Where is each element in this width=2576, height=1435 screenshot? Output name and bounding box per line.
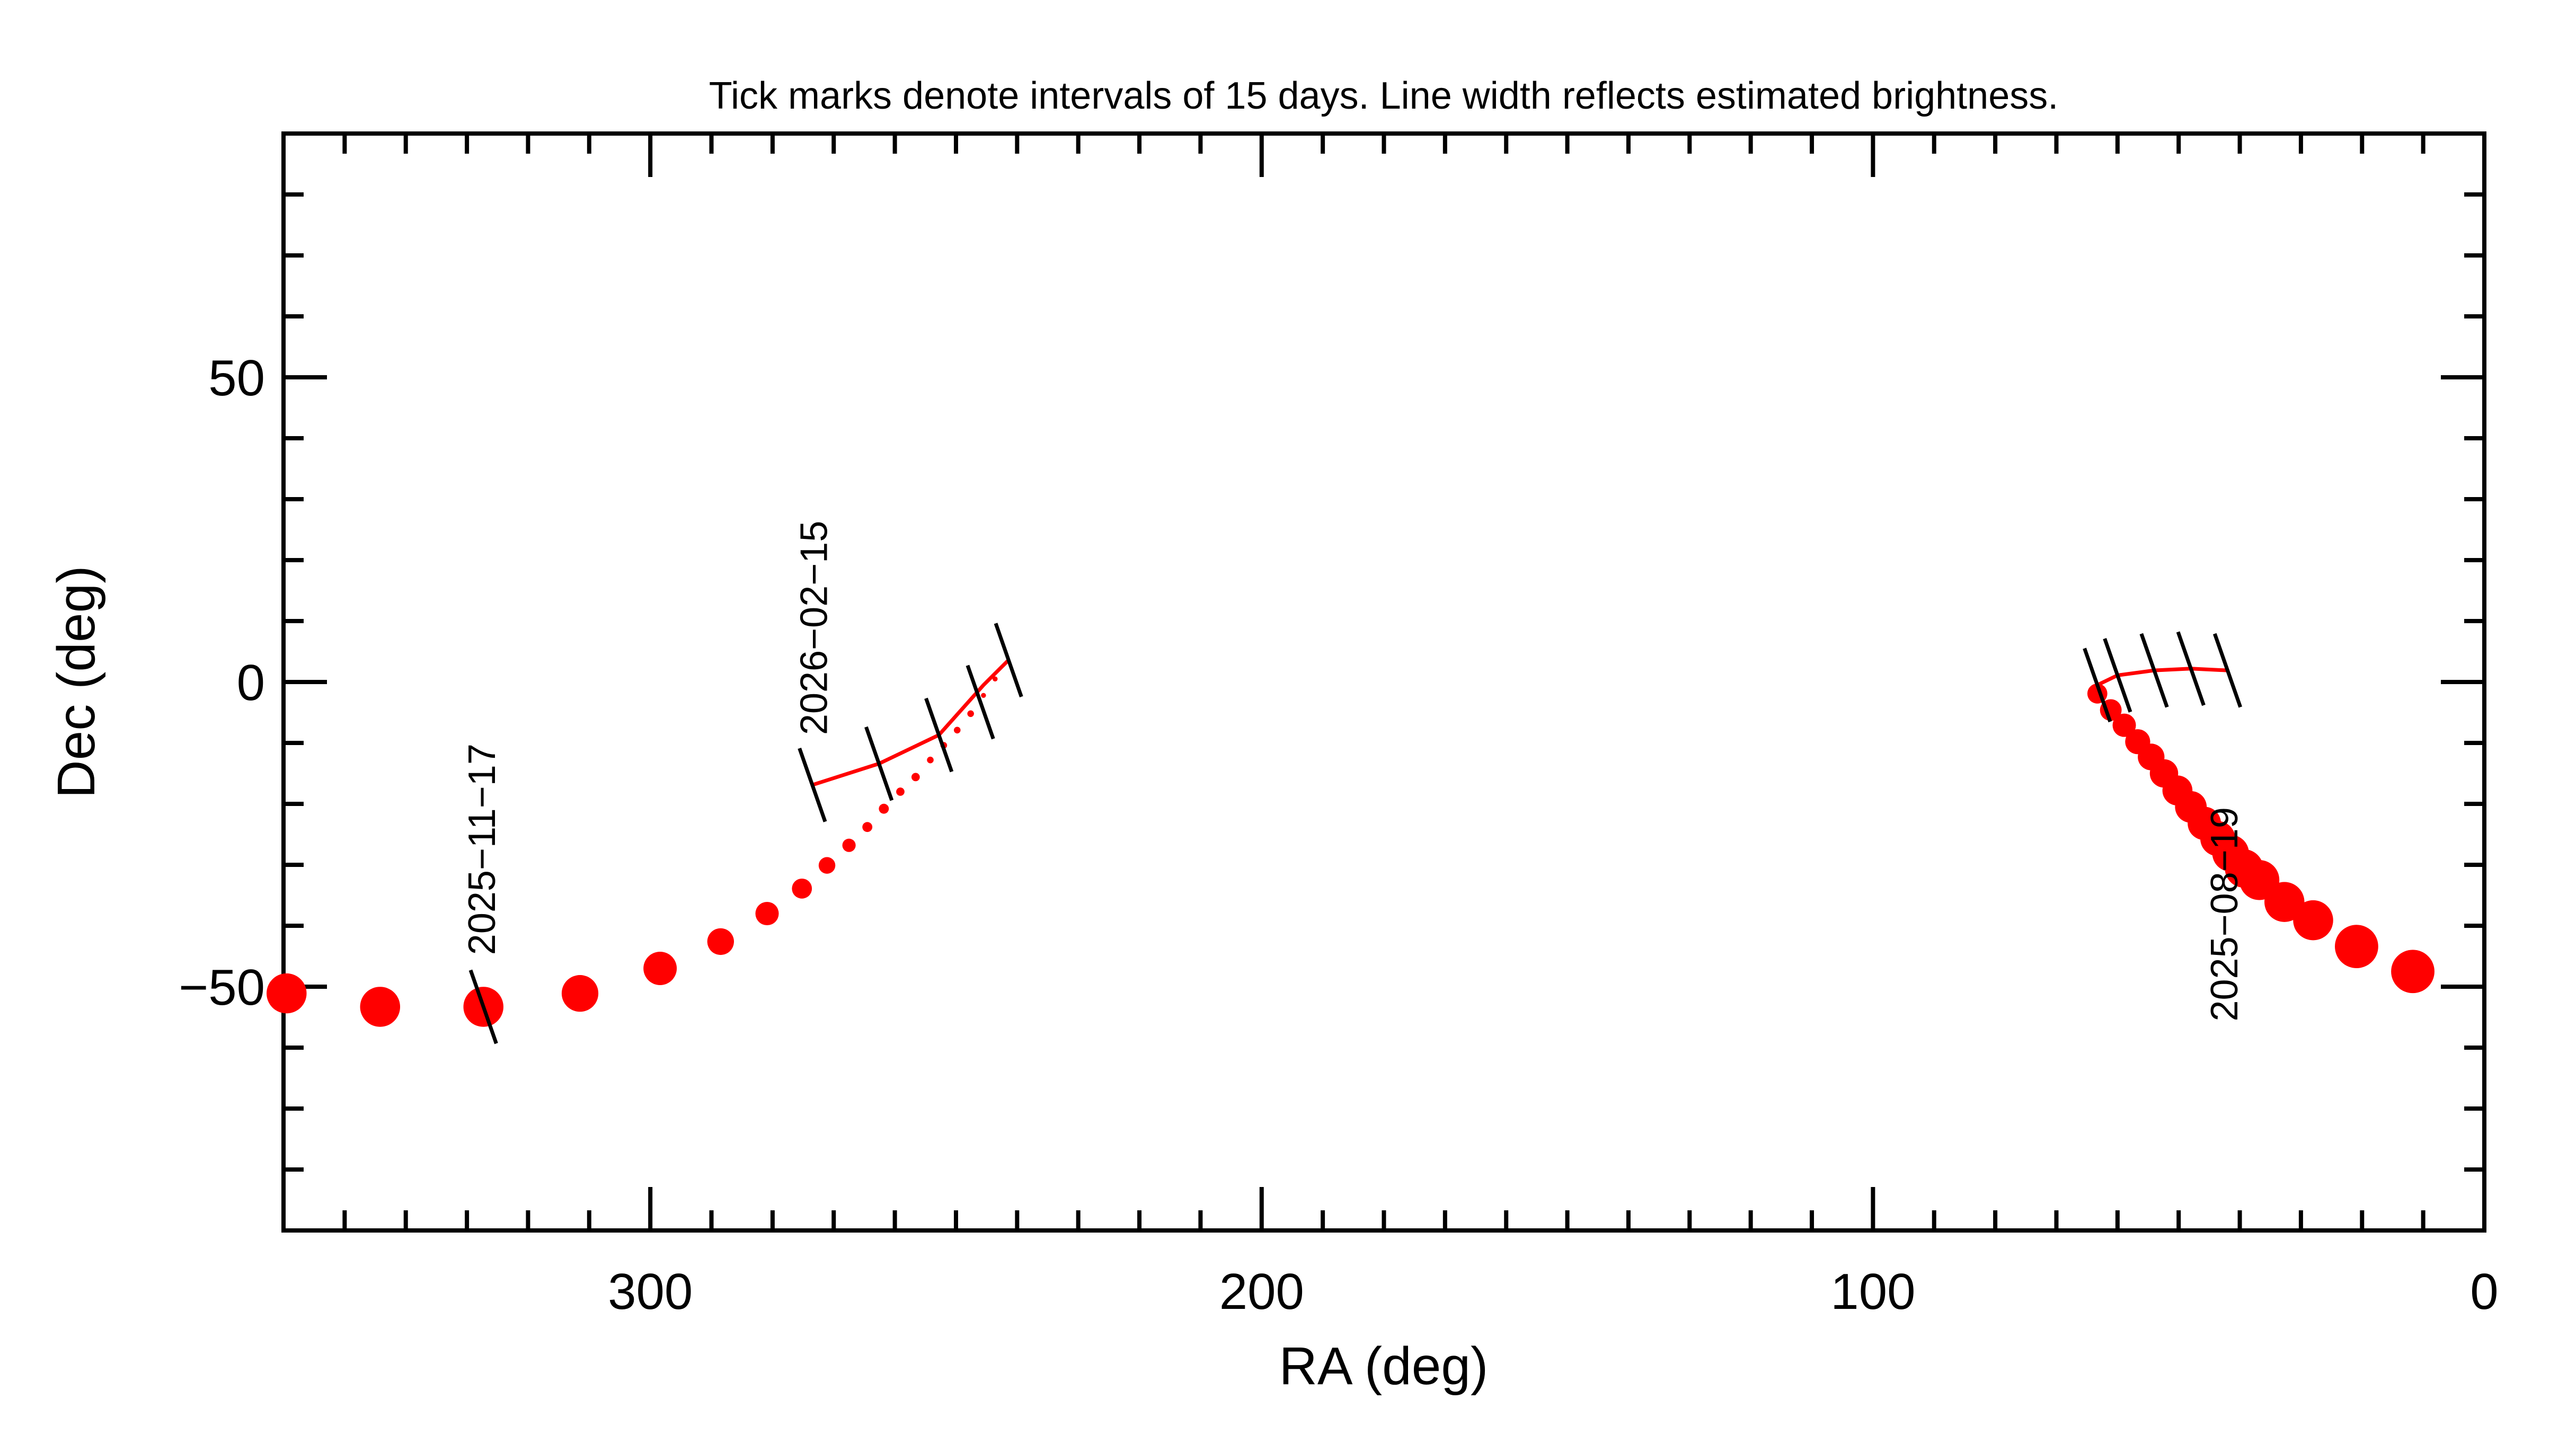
track-point <box>981 693 986 698</box>
track-point <box>2293 900 2333 941</box>
interval-tick <box>994 623 1023 697</box>
x-tick-label: 200 <box>1219 1263 1304 1320</box>
track-point <box>2391 950 2435 994</box>
date-annotation: 2025−11−17 <box>461 743 503 955</box>
track-point <box>911 773 920 782</box>
interval-tick <box>2103 637 2132 713</box>
track-point <box>862 822 873 832</box>
chart-title: Tick marks denote intervals of 15 days. … <box>709 75 2059 117</box>
date-annotation: 2026−02−15 <box>793 521 836 735</box>
x-tick-label: 300 <box>608 1263 693 1320</box>
track-point <box>707 928 734 955</box>
interval-tick <box>798 747 827 822</box>
interval-tick <box>924 697 954 773</box>
y-axis-title: Dec (deg) <box>47 565 106 798</box>
y-tick-label: 50 <box>208 350 265 406</box>
track-point <box>755 901 779 926</box>
track-point <box>927 756 934 764</box>
plot-frame <box>281 131 2486 1233</box>
interval-tick <box>2139 633 2169 708</box>
track-point <box>2112 713 2136 737</box>
interval-tick <box>966 665 995 740</box>
interval-tick <box>864 726 894 801</box>
interval-tick <box>2176 631 2206 706</box>
track-point <box>643 952 677 985</box>
track-point <box>561 975 599 1012</box>
interval-tick <box>2083 648 2112 723</box>
track-point <box>842 838 856 852</box>
y-tick-label: 0 <box>237 654 265 711</box>
track-point <box>2334 925 2378 968</box>
track-line <box>811 659 1010 787</box>
track-point <box>953 727 961 734</box>
interval-tick <box>468 969 498 1044</box>
x-tick-label: 0 <box>2470 1263 2498 1320</box>
track-point <box>818 857 836 874</box>
track-point <box>792 878 812 899</box>
y-tick-label: −50 <box>179 959 265 1016</box>
date-annotation: 2025−08−19 <box>2203 807 2246 1021</box>
track-point <box>896 787 905 796</box>
track-point <box>967 710 974 718</box>
track-point <box>360 987 401 1027</box>
track-point <box>267 973 307 1014</box>
x-tick-label: 100 <box>1830 1263 1915 1320</box>
track-point <box>879 803 889 814</box>
track-point <box>2264 882 2305 922</box>
track-point <box>993 676 998 681</box>
x-axis-title: RA (deg) <box>1279 1336 1489 1396</box>
interval-tick <box>2212 633 2243 708</box>
